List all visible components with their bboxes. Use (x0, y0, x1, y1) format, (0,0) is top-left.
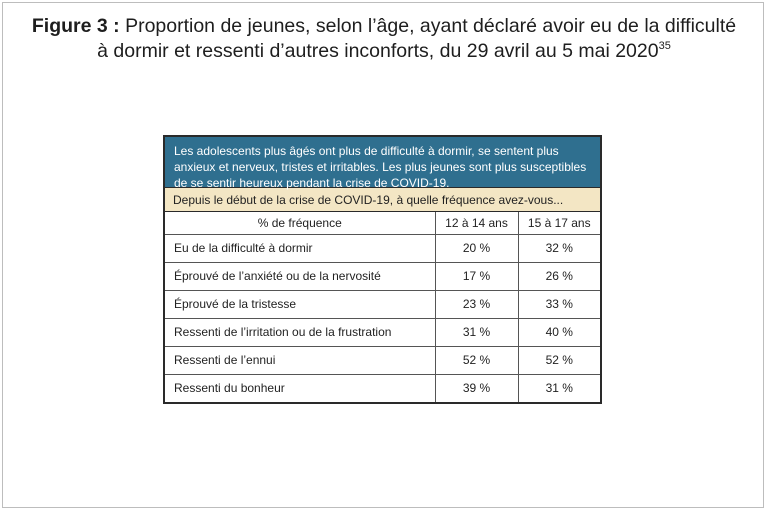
table-row: Ressenti de l’ennui 52 % 52 % (165, 346, 600, 375)
header-age-15-17: 15 à 17 ans (517, 212, 600, 235)
value-12-14: 17 % (434, 262, 518, 291)
question-banner: Depuis le début de la crise de COVID-19,… (165, 188, 600, 212)
value-15-17: 31 % (517, 374, 600, 402)
value-15-17: 33 % (517, 290, 600, 319)
row-label: Éprouvé de l’anxiété ou de la nervosité (165, 262, 435, 291)
value-12-14: 23 % (434, 290, 518, 319)
summary-banner: Les adolescents plus âgés ont plus de di… (165, 137, 600, 190)
footnote-ref: 35 (658, 40, 671, 52)
row-label: Ressenti du bonheur (174, 381, 285, 396)
value-12-14: 31 % (434, 318, 518, 347)
row-label: Ressenti de l’ennui (165, 346, 435, 375)
table-header-row: % de fréquence 12 à 14 ans 15 à 17 ans (165, 212, 600, 235)
row-label: Ressenti de l’irritation ou de la frustr… (165, 318, 435, 347)
value-12-14: 20 % (434, 234, 518, 263)
table-row: Ressenti de l’irritation ou de la frustr… (165, 318, 600, 347)
caption-title-line-2: à dormir et ressenti d’autres inconforts… (97, 40, 659, 62)
figure-label: Figure 3 : (31, 15, 120, 37)
table-row: Ressenti du bonheur 39 % 31 % (165, 374, 600, 402)
caption-title-line-1: Proportion de jeunes, selon l’âge, ayant… (125, 15, 737, 37)
value-15-17: 32 % (517, 234, 600, 263)
value-12-14: 39 % (434, 374, 518, 402)
caption-line-2: à dormir et ressenti d’autres inconforts… (20, 39, 748, 64)
table-row: Éprouvé de la tristesse 23 % 33 % (165, 290, 600, 319)
caption-line-1: Figure 3 : Proportion de jeunes, selon l… (20, 14, 748, 39)
data-table-container: Les adolescents plus âgés ont plus de di… (163, 135, 602, 404)
table-row: Éprouvé de l’anxiété ou de la nervosité … (165, 262, 600, 291)
header-age-12-14: 12 à 14 ans (434, 212, 518, 235)
figure-caption: Figure 3 : Proportion de jeunes, selon l… (20, 14, 748, 64)
value-15-17: 40 % (517, 318, 600, 347)
value-15-17: 26 % (517, 262, 600, 291)
row-label: Eu de la difficulté à dormir (165, 234, 435, 263)
header-frequency: % de fréquence (165, 212, 435, 235)
row-label: Éprouvé de la tristesse (165, 290, 435, 319)
table-row: Eu de la difficulté à dormir 20 % 32 % (165, 234, 600, 263)
value-15-17: 52 % (517, 346, 600, 375)
value-12-14: 52 % (434, 346, 518, 375)
frequency-table: % de fréquence 12 à 14 ans 15 à 17 ans E… (165, 212, 600, 402)
